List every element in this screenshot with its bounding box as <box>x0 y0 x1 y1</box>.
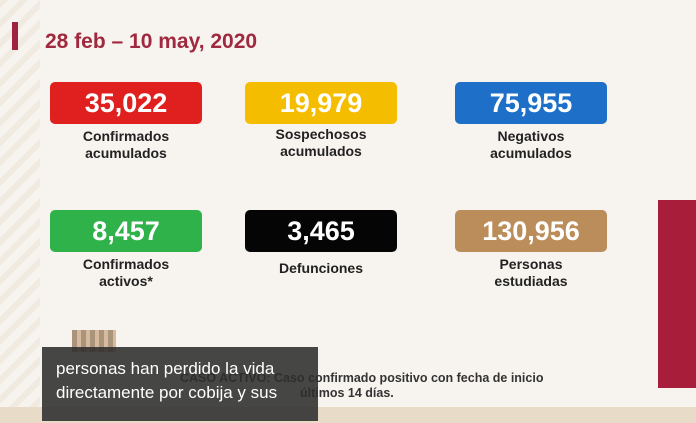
stat-label: Confirmados acumulados <box>50 128 202 162</box>
label-line: estudiadas <box>494 273 568 289</box>
footnote: últimos 14 días. <box>300 386 394 400</box>
label-line: acumulados <box>490 145 572 161</box>
stat-label: Sospechosos acumulados <box>245 126 397 160</box>
label-line: Personas <box>499 256 563 272</box>
caption-line: directamente por cobija y sus <box>56 383 278 402</box>
label-line: acumulados <box>85 145 167 161</box>
title-accent <box>12 22 18 50</box>
title: 28 feb – 10 may, 2020 <box>45 30 258 53</box>
stat-value: 8,457 <box>50 210 202 252</box>
logo-icons <box>72 330 116 352</box>
stat-label: Confirmados activos* <box>50 256 202 290</box>
stat-label: Negativos acumulados <box>455 128 607 162</box>
background-pattern <box>0 0 40 423</box>
stat-value: 19,979 <box>245 82 397 124</box>
side-bar <box>658 200 696 388</box>
caption-line: personas han perdido la vida <box>56 359 275 378</box>
stat-value: 75,955 <box>455 82 607 124</box>
label-line: Defunciones <box>278 260 363 276</box>
label-line: activos* <box>99 273 153 289</box>
label-line: Sospechosos <box>275 126 367 142</box>
video-caption: personas han perdido la vida directamente… <box>42 347 318 421</box>
label-line: Confirmados <box>82 128 170 144</box>
stat-label: Defunciones <box>245 260 397 277</box>
label-line: acumulados <box>280 143 362 159</box>
stat-value: 130,956 <box>455 210 607 252</box>
label-line: Confirmados <box>82 256 170 272</box>
label-line: Negativos <box>497 128 565 144</box>
stat-label: Personas estudiadas <box>455 256 607 290</box>
stat-value: 35,022 <box>50 82 202 124</box>
stat-value: 3,465 <box>245 210 397 252</box>
